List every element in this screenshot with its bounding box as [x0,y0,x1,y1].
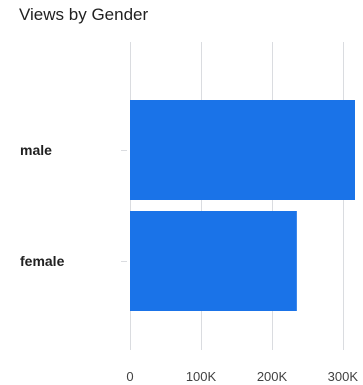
x-tick-label-3: 300K [328,369,359,384]
category-labels: male female [20,142,65,269]
bars [130,100,355,311]
bar-male[interactable] [130,100,355,200]
category-label-female: female [20,253,65,269]
x-tick-labels: 0 100K 200K 300K [126,369,358,384]
x-tick-label-2: 200K [257,369,288,384]
x-tick-label-1: 100K [186,369,217,384]
x-tick-label-0: 0 [126,369,133,384]
chart-title: Views by Gender [19,5,149,24]
category-tick-marks [121,150,127,262]
bar-female[interactable] [130,211,297,311]
category-label-male: male [20,142,52,158]
